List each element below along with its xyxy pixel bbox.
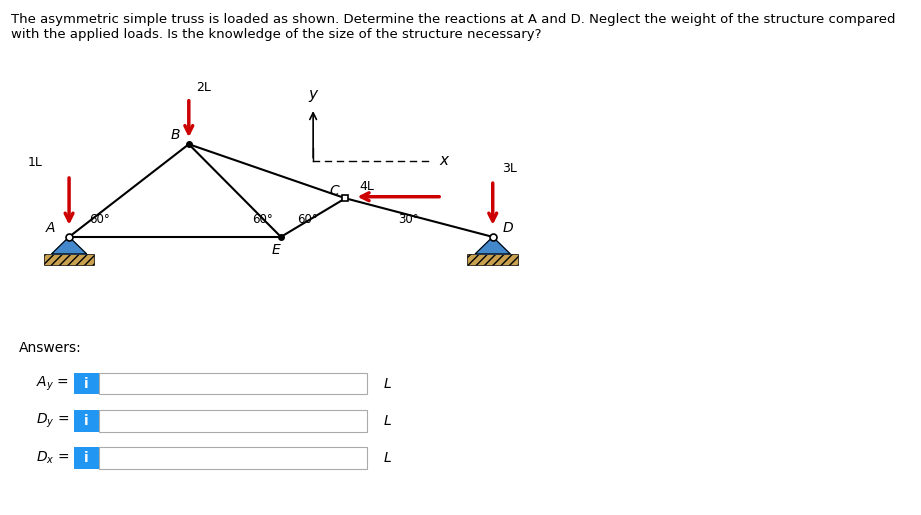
Polygon shape	[52, 237, 87, 254]
Text: $A_y$ =: $A_y$ =	[36, 374, 69, 393]
Text: A: A	[46, 220, 55, 235]
Text: i: i	[84, 451, 89, 465]
Text: C: C	[330, 183, 339, 198]
Text: 2L: 2L	[196, 81, 211, 94]
Text: L: L	[383, 376, 391, 391]
Text: 60°: 60°	[297, 213, 318, 226]
Text: 3L: 3L	[502, 162, 517, 175]
FancyBboxPatch shape	[99, 373, 367, 394]
Bar	[468, 254, 519, 265]
Text: 4L: 4L	[359, 180, 374, 193]
Text: E: E	[272, 243, 281, 257]
Text: 30°: 30°	[398, 213, 418, 226]
FancyBboxPatch shape	[74, 373, 99, 394]
Text: y: y	[309, 87, 318, 102]
Text: B: B	[170, 128, 180, 142]
Text: 60°: 60°	[89, 213, 110, 226]
Bar	[44, 254, 95, 265]
Text: $D_x$ =: $D_x$ =	[36, 450, 69, 466]
Text: i: i	[84, 376, 89, 391]
Text: 60°: 60°	[252, 213, 273, 226]
Text: i: i	[84, 414, 89, 428]
Text: D: D	[503, 220, 514, 235]
FancyBboxPatch shape	[99, 410, 367, 432]
FancyBboxPatch shape	[74, 410, 99, 432]
FancyBboxPatch shape	[74, 447, 99, 469]
Text: 1L: 1L	[28, 156, 42, 169]
Text: L: L	[383, 451, 391, 465]
Text: The asymmetric simple truss is loaded as shown. Determine the reactions at A and: The asymmetric simple truss is loaded as…	[11, 13, 895, 41]
Text: Answers:: Answers:	[18, 341, 81, 355]
Text: L: L	[383, 414, 391, 428]
Polygon shape	[475, 237, 510, 254]
FancyBboxPatch shape	[99, 447, 367, 469]
Text: $D_y$ =: $D_y$ =	[36, 411, 69, 430]
Text: x: x	[439, 153, 449, 168]
